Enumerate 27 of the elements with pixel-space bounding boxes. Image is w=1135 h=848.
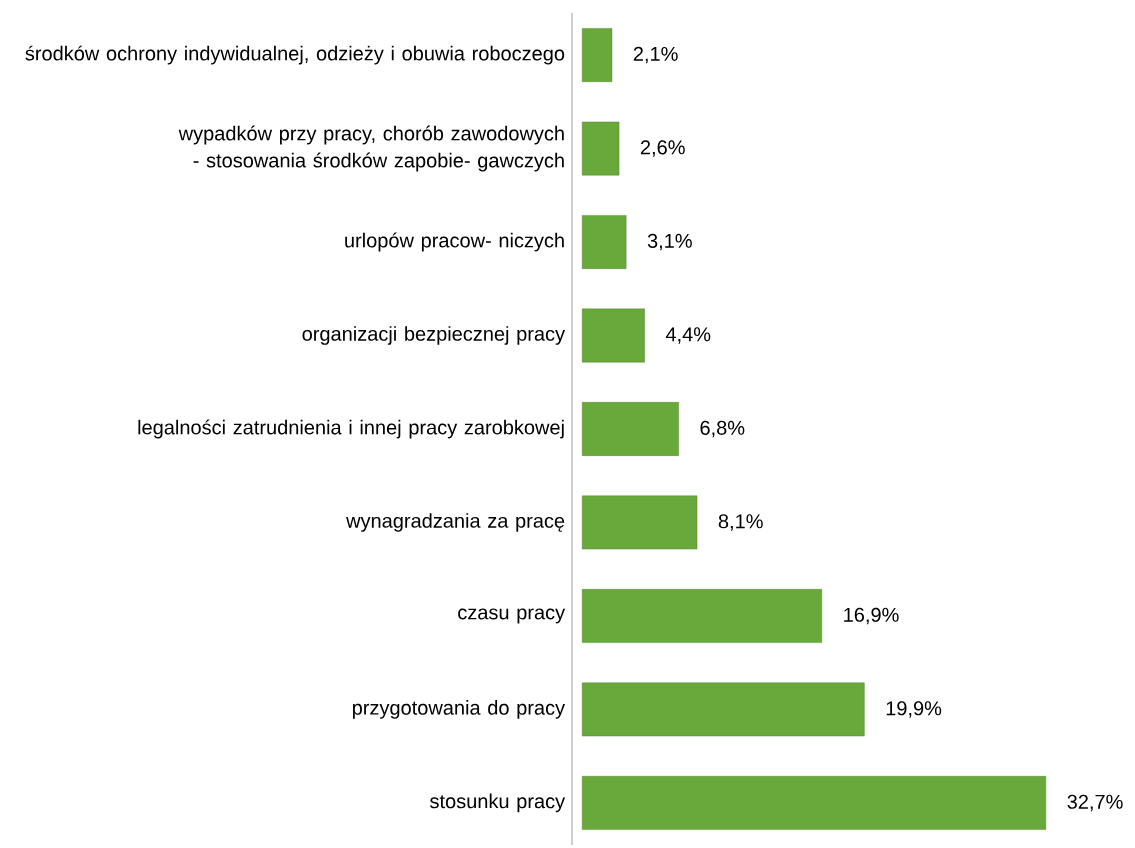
data-label: 16,9% xyxy=(844,607,899,625)
y-tick-label: czasu pracy xyxy=(458,608,566,624)
bar xyxy=(582,215,627,269)
bar xyxy=(582,495,698,550)
y-tick-label: urlopów pracow- niczych xyxy=(345,232,564,252)
bar xyxy=(582,589,823,643)
y-tick-label: wypadków przy pracy, chorób zawodowych - stosowania środków zapobie- gawczych xyxy=(178,125,564,172)
data-label: 19,9% xyxy=(886,701,942,718)
data-label: 4,4% xyxy=(665,327,711,344)
data-label: 32,7% xyxy=(1067,794,1123,812)
bar xyxy=(582,682,865,737)
y-tick-label: organizacji bezpiecznej pracy xyxy=(302,326,566,345)
bar xyxy=(582,308,645,363)
bar xyxy=(582,402,679,456)
bar xyxy=(582,776,1047,830)
y-tick-label: stosunku pracy xyxy=(430,793,566,813)
y-tick-label: środków ochrony indywidualnej, odzieży i obuwia roboczego xyxy=(25,45,565,65)
data-label: 6,8% xyxy=(700,420,745,438)
data-label: 2,1% xyxy=(633,46,678,64)
y-tick-label: legalności zatrudnienia i innej pracy zarobkowej xyxy=(138,419,564,439)
data-label: 8,1% xyxy=(718,514,763,531)
y-tick-label: wynagradzania za pracę xyxy=(346,513,565,532)
bar xyxy=(582,121,620,176)
data-label: 2,6% xyxy=(640,140,685,157)
data-label: 3,1% xyxy=(647,233,692,251)
bar xyxy=(582,28,613,82)
y-tick-label: przygotowania do pracy xyxy=(352,700,566,719)
